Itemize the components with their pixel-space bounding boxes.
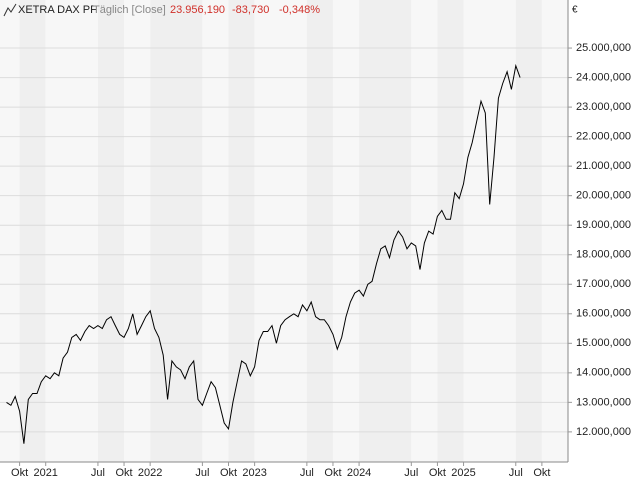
y-tick-label: 20.000,000 [576, 190, 631, 202]
background-band [45, 0, 98, 462]
background-band [254, 0, 307, 462]
background-band [515, 0, 542, 462]
x-tick-label: Okt [324, 467, 341, 479]
x-tick-label: Okt [11, 467, 28, 479]
x-tick-label: Okt [533, 467, 550, 479]
y-tick-label: 21.000,000 [576, 160, 631, 172]
y-tick-label: 23.000,000 [576, 101, 631, 113]
background-band [306, 0, 333, 462]
y-tick-label: 15.000,000 [576, 337, 631, 349]
y-tick-label: 12.000,000 [576, 426, 631, 438]
y-tick-label: 18.000,000 [576, 249, 631, 261]
header: XETRA DAX PF Täglich [Close] 23.956,190 … [3, 3, 320, 17]
chart-icon [3, 3, 17, 17]
background-band [359, 0, 412, 462]
x-tick-label: 2023 [242, 467, 266, 479]
x-tick-label: Okt [429, 467, 446, 479]
x-tick-label: Jul [91, 467, 105, 479]
y-tick-label: 14.000,000 [576, 367, 631, 379]
x-tick-label: Jul [404, 467, 418, 479]
y-tick-label: 25.000,000 [576, 42, 631, 54]
y-tick-label: 24.000,000 [576, 71, 631, 83]
change-percent: -0,348% [279, 4, 320, 16]
background-band [332, 0, 360, 462]
x-tick-label: Okt [220, 467, 237, 479]
background-band [541, 0, 568, 462]
x-tick-label: 2022 [138, 467, 162, 479]
last-price: 23.956,190 [170, 4, 225, 16]
x-tick-label: Jul [195, 467, 209, 479]
background-band [150, 0, 203, 462]
background-band [411, 0, 438, 462]
currency: € [572, 5, 578, 16]
background-band [463, 0, 516, 462]
price-line [6, 63, 521, 444]
chart-subtitle: Täglich [Close] [93, 4, 166, 16]
change: -83,730 [232, 4, 269, 16]
y-tick-label: 19.000,000 [576, 219, 631, 231]
x-tick-label: 2024 [347, 467, 371, 479]
background-band [202, 0, 229, 462]
chart-title: XETRA DAX PF [18, 4, 97, 16]
background-band [97, 0, 125, 462]
x-tick-label: Jul [509, 467, 523, 479]
background-band [228, 0, 255, 462]
y-tick-label: 22.000,000 [576, 131, 631, 143]
background-band [19, 0, 46, 462]
background-band [437, 0, 464, 462]
x-tick-label: 2025 [451, 467, 475, 479]
y-tick-label: 17.000,000 [576, 278, 631, 290]
y-tick-label: 16.000,000 [576, 308, 631, 320]
background-band [0, 0, 20, 462]
x-tick-label: 2021 [33, 467, 57, 479]
x-tick-label: Jul [300, 467, 314, 479]
x-tick-label: Okt [115, 467, 132, 479]
background-band [124, 0, 151, 462]
y-tick-label: 13.000,000 [576, 396, 631, 408]
